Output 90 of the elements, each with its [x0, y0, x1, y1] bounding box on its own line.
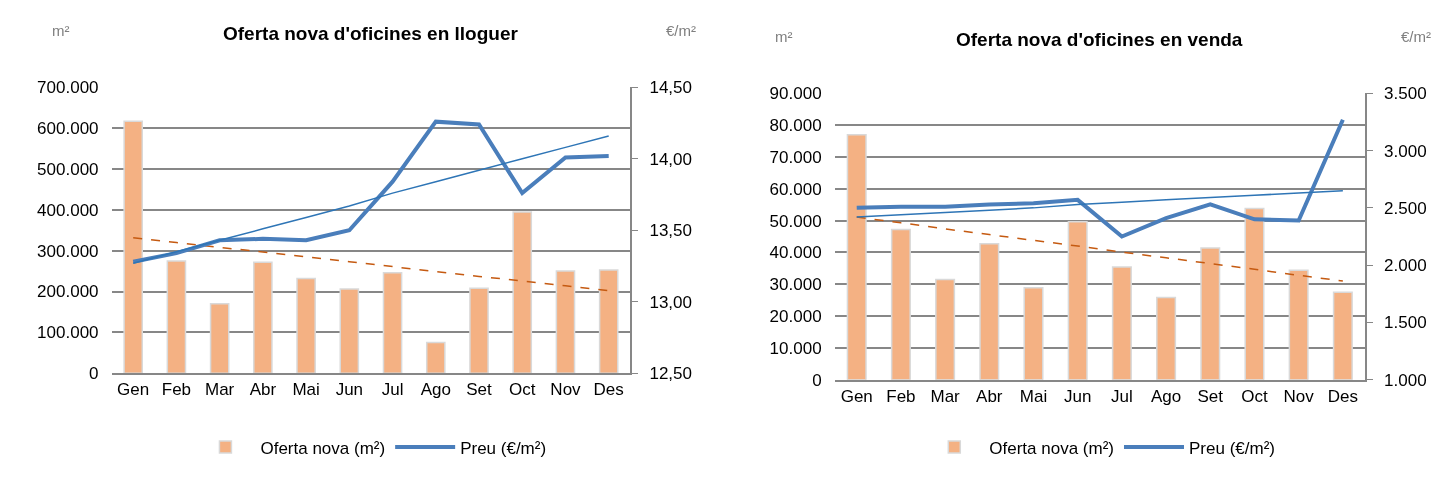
y2-tick-label: 12,50	[649, 364, 693, 384]
x-tick-label: Oct	[509, 380, 536, 400]
bar	[209, 303, 230, 374]
chart-title: Oferta nova d'oficines en lloguer	[223, 23, 519, 44]
bar	[1111, 266, 1132, 380]
bar	[1067, 221, 1088, 380]
x-tick-label: Mai	[292, 380, 320, 400]
y2-tick-label: 2.000	[1384, 256, 1427, 276]
y-tick-label: 80.000	[769, 116, 822, 136]
x-tick-label: Jun	[335, 380, 364, 400]
x-tick-label: Ago	[1150, 386, 1182, 406]
bar	[469, 287, 489, 374]
y-tick-label: 0	[89, 364, 99, 384]
bar	[425, 341, 446, 374]
y2-tick-label: 1.000	[1384, 370, 1427, 390]
bar	[512, 211, 533, 374]
y2-tick-label: 3.000	[1384, 141, 1427, 161]
bar	[979, 243, 1000, 380]
y-tick-label: 90.000	[769, 84, 822, 104]
bar	[1244, 207, 1265, 380]
y-axis-title: m²	[52, 22, 70, 39]
x-tick-label: Oct	[1241, 386, 1268, 406]
y-tick-label: 400.000	[37, 200, 99, 220]
line-series	[132, 236, 610, 292]
x-tick-label: Ago	[420, 380, 451, 400]
bar	[382, 271, 403, 374]
x-tick-label: Mar	[205, 380, 235, 400]
bar	[555, 270, 576, 374]
bar	[1156, 296, 1177, 380]
legend-label: Oferta nova (m²)	[260, 438, 386, 458]
bar	[339, 288, 360, 374]
x-tick-label: Set	[1197, 386, 1224, 406]
x-tick-label: Des	[593, 380, 624, 400]
y-tick-label: 500.000	[37, 159, 99, 179]
y-tick-label: 600.000	[37, 119, 99, 139]
x-tick-label: Jul	[381, 380, 404, 400]
x-tick-label: Abr	[976, 386, 1003, 406]
y2-tick-label: 3.500	[1384, 84, 1427, 104]
x-tick-label: Abr	[249, 380, 277, 400]
bar	[1332, 291, 1353, 380]
y-tick-label: 100.000	[37, 323, 99, 343]
y-axis-title: m²	[775, 28, 793, 45]
y-tick-label: 60.000	[769, 179, 822, 199]
bar	[1288, 269, 1309, 380]
x-tick-label: Des	[1327, 386, 1358, 406]
x-tick-label: Mai	[1019, 386, 1048, 406]
y2-tick-label: 2.500	[1384, 198, 1427, 218]
bar	[166, 260, 187, 374]
bar	[253, 261, 273, 374]
y2-axis-title: €/m²	[1401, 28, 1431, 45]
x-tick-label: Gen	[840, 386, 873, 406]
legend-label: Preu (€/m²)	[1188, 438, 1275, 458]
y-tick-label: 0	[812, 370, 822, 390]
y2-tick-label: 13,00	[649, 292, 693, 312]
line-series	[854, 117, 1345, 239]
y2-tick-label: 1.500	[1384, 313, 1427, 333]
y-tick-label: 50.000	[769, 211, 822, 231]
y-tick-label: 10.000	[769, 338, 822, 358]
bar	[846, 133, 867, 380]
x-tick-label: Set	[466, 380, 493, 400]
x-tick-label: Nov	[550, 380, 582, 400]
y-tick-label: 70.000	[769, 147, 822, 167]
bar	[123, 120, 144, 374]
y-tick-label: 300.000	[37, 241, 99, 261]
y-tick-label: 200.000	[37, 282, 99, 302]
legend-label: Oferta nova (m²)	[989, 438, 1114, 458]
y2-tick-label: 14,00	[649, 149, 693, 169]
x-tick-label: Feb	[886, 386, 916, 406]
chart-title: Oferta nova d'oficines en venda	[956, 29, 1243, 50]
y2-axis-title: €/m²	[666, 22, 696, 39]
bar	[935, 278, 956, 380]
y-tick-label: 20.000	[769, 306, 822, 326]
legend-label: Preu (€/m²)	[460, 438, 547, 458]
x-tick-label: Jul	[1111, 386, 1133, 406]
bar	[598, 269, 619, 374]
bar	[1200, 247, 1221, 380]
x-tick-label: Gen	[117, 380, 150, 400]
line-series	[855, 189, 1344, 218]
y-tick-label: 40.000	[769, 243, 822, 263]
x-tick-label: Jun	[1063, 386, 1092, 406]
y-tick-label: 700.000	[37, 78, 99, 98]
x-tick-label: Nov	[1283, 386, 1315, 406]
bar	[1023, 286, 1044, 380]
y2-tick-label: 13,50	[649, 221, 693, 241]
y-tick-label: 30.000	[769, 275, 822, 295]
y2-tick-label: 14,50	[649, 78, 693, 98]
x-tick-label: Feb	[161, 380, 192, 400]
bar	[890, 228, 911, 380]
x-tick-label: Mar	[930, 386, 961, 406]
bar	[296, 277, 316, 374]
